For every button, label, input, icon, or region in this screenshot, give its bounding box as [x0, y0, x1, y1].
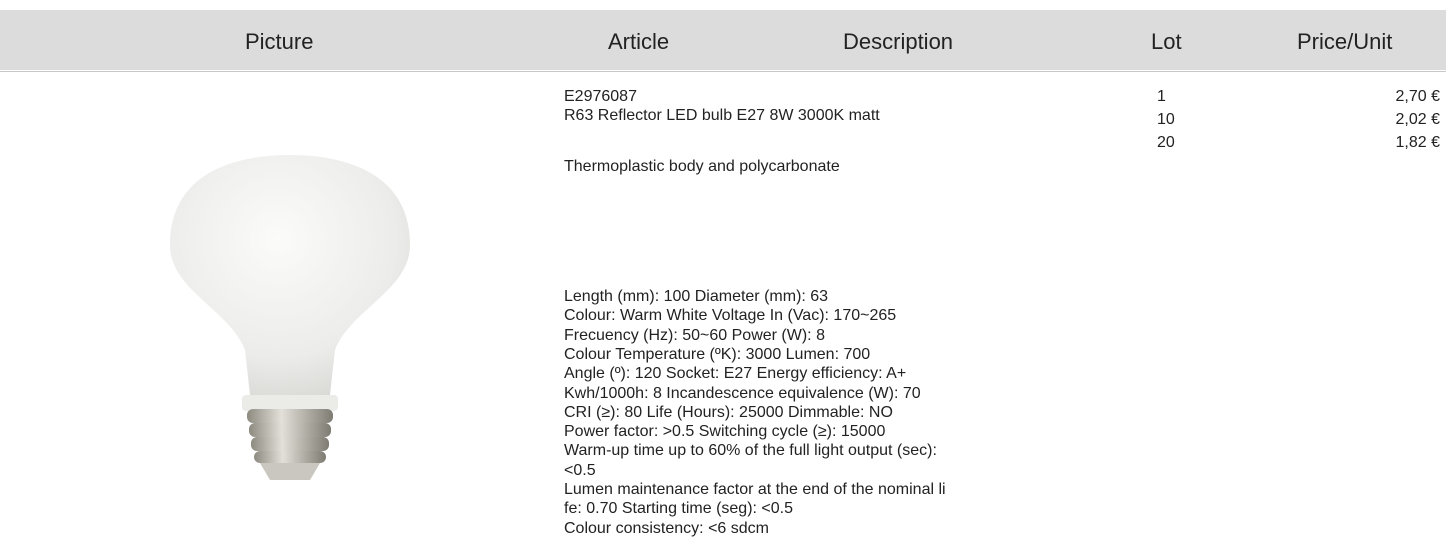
spec-line: Warm-up time up to 60% of the full light…	[564, 441, 937, 461]
article-code: E2976087	[564, 87, 637, 107]
spec-line: Colour: Warm White Voltage In (Vac): 170…	[564, 306, 896, 326]
lot: 10	[1157, 110, 1175, 130]
spec-line: Colour consistency: <6 sdcm	[564, 519, 769, 539]
lot: 20	[1157, 133, 1175, 153]
product-picture	[150, 150, 430, 490]
spec-line: Power factor: >0.5 Switching cycle (≥): …	[564, 422, 885, 442]
column-header: Article	[608, 28, 669, 56]
spec-line: Frecuency (Hz): 50~60 Power (W): 8	[564, 326, 825, 346]
page: Picture Article Description Lot Price/Un…	[0, 0, 1446, 548]
spec-line: <0.5	[564, 461, 596, 481]
column-header: Picture	[245, 28, 313, 56]
article-material: Thermoplastic body and polycarbonate	[564, 157, 840, 177]
spec-line: fe: 0.70 Starting time (seg): <0.5	[564, 499, 793, 519]
spec-line: Colour Temperature (ºK): 3000 Lumen: 700	[564, 345, 870, 365]
lot: 1	[1157, 87, 1166, 107]
article-name: R63 Reflector LED bulb E27 8W 3000K matt	[564, 106, 880, 126]
column-header: Lot	[1151, 28, 1182, 56]
spec-line: Lumen maintenance factor at the end of t…	[564, 480, 946, 500]
price: 2,02 €	[1340, 110, 1440, 130]
price: 1,82 €	[1340, 133, 1440, 153]
spec-line: Angle (º): 120 Socket: E27 Energy effici…	[564, 364, 906, 384]
header-rule	[0, 71, 1446, 72]
header-band	[0, 10, 1446, 70]
spec-line: CRI (≥): 80 Life (Hours): 25000 Dimmable…	[564, 403, 893, 423]
price: 2,70 €	[1340, 87, 1440, 107]
spec-line: Kwh/1000h: 8 Incandescence equivalence (…	[564, 384, 921, 404]
column-header: Description	[843, 28, 953, 56]
column-header: Price/Unit	[1297, 28, 1392, 56]
spec-line: Length (mm): 100 Diameter (mm): 63	[564, 287, 828, 307]
